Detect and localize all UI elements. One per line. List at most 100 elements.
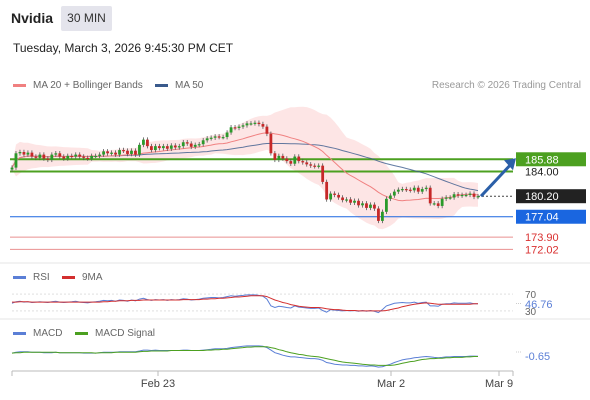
candle-body [333, 193, 337, 195]
ma50-swatch [155, 84, 168, 87]
candle-body [448, 197, 452, 199]
candle [245, 121, 249, 128]
candle [150, 143, 153, 153]
candle [58, 151, 62, 159]
candle [424, 185, 428, 192]
candle-body [297, 156, 301, 162]
rsi-legend: RSI 9MA [0, 272, 300, 286]
candle [400, 186, 404, 192]
candle-body [169, 145, 173, 149]
ma20-line [11, 132, 479, 202]
legend-macd-signal[interactable]: MACD Signal [75, 328, 155, 339]
candle [134, 148, 137, 157]
candle-body [329, 193, 333, 200]
candle [82, 154, 86, 161]
candle [432, 201, 436, 206]
candle-body [42, 154, 46, 159]
candle [181, 139, 185, 149]
level-label-box-180.20 [516, 189, 586, 204]
candle [110, 150, 113, 156]
macd-legend: MACD MACD Signal [0, 328, 300, 342]
candle [349, 197, 352, 205]
bollinger-band [12, 106, 478, 230]
candle-body [38, 154, 42, 158]
candle-body [416, 187, 420, 192]
candle [153, 143, 157, 153]
legend-ma50[interactable]: MA 50 [155, 80, 203, 91]
candle-body [10, 167, 14, 170]
candle-body [313, 165, 317, 167]
time-tick-label: Mar 2 [377, 378, 405, 390]
chart-timestamp: Tuesday, March 3, 2026 9:45:30 PM CET [13, 41, 234, 55]
bollinger-band-area [12, 106, 478, 230]
candle-body [82, 156, 86, 158]
candle-body [293, 156, 297, 164]
candle-body [50, 154, 54, 160]
candle [476, 193, 480, 200]
candle [34, 154, 38, 161]
candle-body [78, 154, 82, 157]
rsi-current-value: 46.76 [525, 299, 553, 311]
candle-body [273, 153, 277, 160]
outlook-arrow-shaft [479, 164, 512, 198]
candle [237, 124, 241, 131]
candle-body [269, 133, 273, 154]
timeframe-badge[interactable]: 30 MIN [61, 6, 112, 31]
legend-rsi-ma-label: 9MA [82, 272, 103, 283]
candle-body [221, 137, 225, 139]
candle-body [452, 194, 456, 198]
candle-body [134, 150, 137, 155]
candle-body [150, 146, 153, 151]
candle-body [98, 154, 102, 156]
candle-body [106, 151, 109, 154]
candle [464, 192, 468, 198]
candle-body [66, 155, 70, 159]
legend-macd[interactable]: MACD [13, 328, 62, 339]
candle [289, 158, 293, 166]
level-label-box-177.04 [516, 209, 586, 224]
candle [50, 152, 54, 163]
candle [193, 142, 197, 150]
candle-body [22, 152, 26, 155]
legend-rsi[interactable]: RSI [13, 272, 50, 283]
candle-body [373, 204, 376, 209]
candle-body [14, 153, 18, 168]
candle-body [412, 187, 416, 191]
candle [444, 195, 448, 202]
candle-body [233, 127, 237, 129]
candle-body [157, 146, 161, 149]
candle [62, 154, 66, 161]
candle-body [209, 137, 213, 139]
outlook-arrow-head [504, 158, 516, 171]
macd-current-value: -0.65 [525, 351, 550, 363]
candle [369, 202, 372, 211]
candle [377, 206, 380, 224]
candle [142, 137, 145, 148]
candle [384, 196, 388, 215]
candle [126, 148, 129, 157]
candle [102, 149, 106, 157]
candle [106, 149, 109, 156]
candle-body [86, 157, 90, 160]
candle-body [241, 125, 245, 127]
candle [257, 120, 261, 127]
legend-ma20[interactable]: MA 20 + Bollinger Bands [13, 80, 143, 91]
candle [217, 134, 221, 140]
candle-body [94, 155, 98, 158]
candle-body [54, 153, 58, 155]
candle-body [153, 146, 157, 151]
candle-body [217, 136, 221, 138]
level-label-173.90: 173.90 [525, 232, 559, 244]
candle [86, 155, 90, 161]
candle [225, 130, 229, 140]
candle-body [472, 193, 476, 197]
candle-body [237, 126, 241, 128]
candle [165, 143, 169, 152]
level-label-180.20: 180.20 [525, 191, 559, 203]
candle-body [74, 154, 78, 157]
symbol-name: Nvidia [11, 10, 54, 26]
legend-rsi-ma[interactable]: 9MA [62, 272, 103, 283]
candle-body [26, 152, 30, 155]
candle-body [181, 142, 185, 147]
